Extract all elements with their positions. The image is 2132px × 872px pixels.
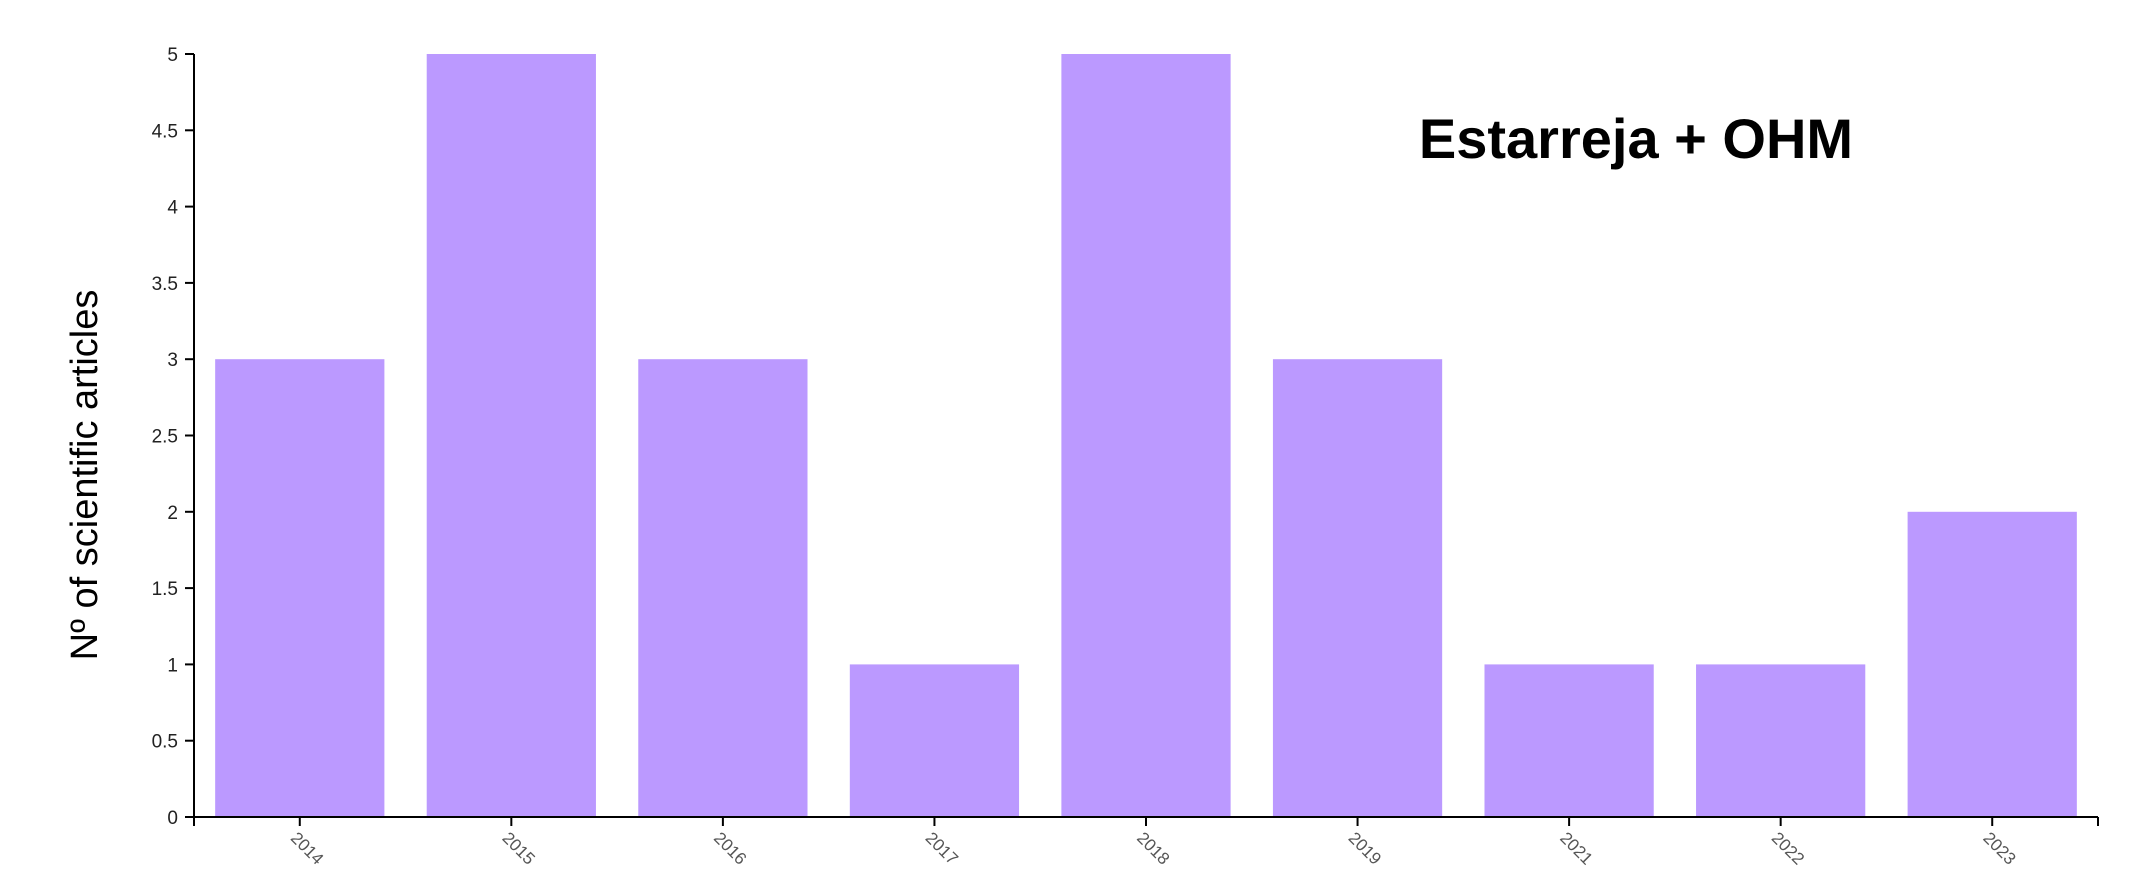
y-tick-label: 3.5 [152,274,178,295]
bar-2018 [1061,54,1231,817]
y-tick-label: 0.5 [152,732,178,753]
y-tick-label: 4 [167,198,178,219]
chart-title: Estarreja + OHM [1419,107,1853,170]
y-tick-label: 0 [167,808,178,829]
bar-2014 [215,359,385,817]
x-tick-label: 2016 [710,828,750,867]
x-tick-label: 2022 [1768,828,1808,867]
bar-2022 [1696,664,1866,817]
y-tick-label: 4.5 [152,121,178,142]
bar-2021 [1484,664,1654,817]
x-tick-label: 2019 [1345,828,1385,867]
x-tick-label: 2023 [1979,828,2019,867]
y-tick-label: 2 [167,503,178,524]
x-tick-label: 2018 [1133,828,1173,867]
y-axis-label: Nº of scientific articles [64,290,106,661]
x-tick-label: 2017 [922,828,962,867]
plot-area: 0 0.5 1 1.5 2 2.5 3 3.5 4 4.5 5 2014 2015 2016 2017 201… [152,45,2099,869]
x-tick-label: 2014 [287,828,327,867]
y-tick-label: 2.5 [152,427,178,448]
y-tick-label: 1 [167,655,178,676]
y-tick-label: 3 [167,350,178,371]
x-tick-label: 2021 [1556,828,1596,867]
bar-2015 [426,54,596,817]
y-tick-label: 5 [167,45,178,66]
bar-2019 [1272,359,1443,817]
bar-2017 [849,664,1020,817]
x-tick-label: 2015 [499,828,539,867]
bar-2016 [638,359,808,817]
bar-2023 [1907,511,2077,817]
y-tick-label: 1.5 [152,579,178,600]
